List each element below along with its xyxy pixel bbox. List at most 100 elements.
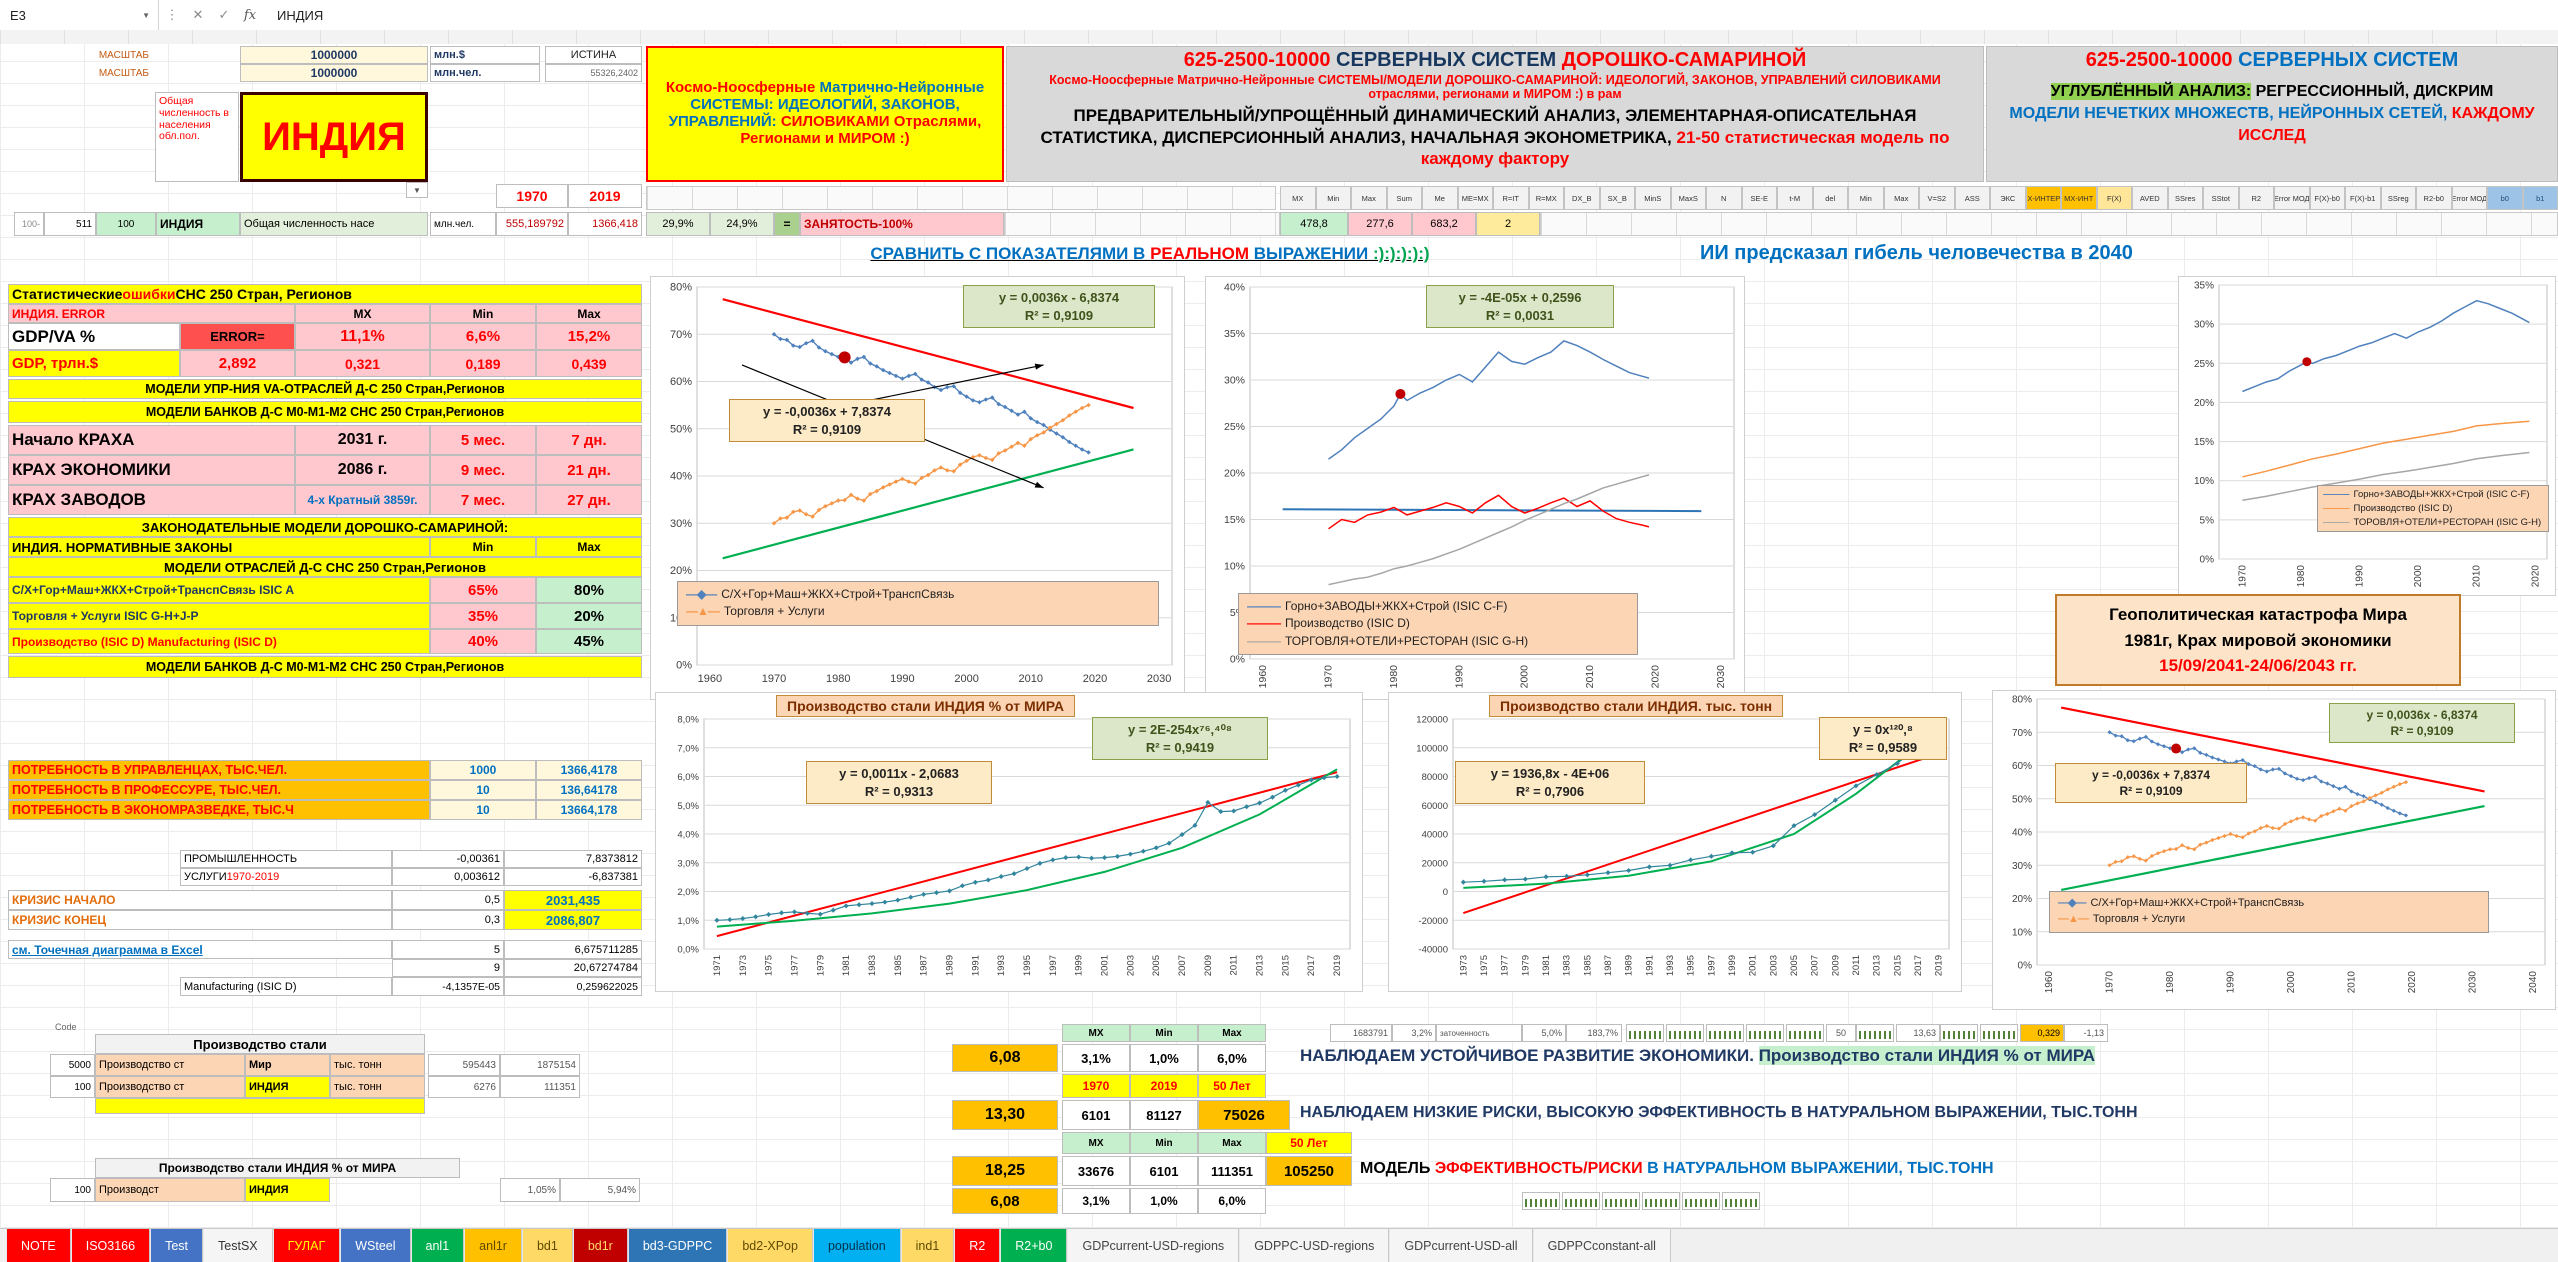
sheet-tab-GDPcurrent-USD-regions[interactable]: GDPcurrent-USD-regions bbox=[1067, 1229, 1240, 1262]
name-box-dropdown-icon[interactable]: ▼ bbox=[142, 10, 150, 20]
models-bank-header-2: МОДЕЛИ БАНКОВ Д-С M0-M1-M2 СНС 250 Стран… bbox=[8, 656, 642, 678]
chart-steel-tons-title: Производство стали ИНДИЯ. тыс. тонн bbox=[1489, 695, 1784, 717]
isic-gh-min: 35% bbox=[430, 603, 536, 629]
svg-text:2005: 2005 bbox=[1151, 955, 1162, 976]
svg-text:2030: 2030 bbox=[1147, 673, 1171, 685]
norm-max: Max bbox=[536, 537, 642, 557]
name-box[interactable]: E3 ▼ bbox=[0, 0, 159, 30]
steel-pct-v1: 1,05% bbox=[500, 1178, 560, 1202]
scale-value-1[interactable]: 1000000 bbox=[240, 46, 428, 64]
chart-isic-shares: 0%5%10%15%20%25%30%35%40%196019701980199… bbox=[1205, 276, 1745, 700]
sheet-tab-anl1[interactable]: anl1 bbox=[410, 1229, 465, 1262]
column-headers[interactable] bbox=[0, 30, 2558, 45]
svg-text:2017: 2017 bbox=[1913, 955, 1924, 976]
spreadsheet-grid[interactable]: МАСШТАБ 1000000 млн.$ ИСТИНА МАСШТАБ 100… bbox=[0, 44, 2558, 1228]
legend-item: —▲— Торговля + Услуги bbox=[2058, 912, 2480, 928]
steel-world-name: Производство ст bbox=[95, 1054, 245, 1076]
sheet-tab-bd3-GDPPC[interactable]: bd3-GDPPC bbox=[627, 1229, 728, 1262]
sparkline bbox=[1562, 1192, 1600, 1210]
svg-text:1980: 1980 bbox=[826, 673, 850, 685]
sheet-tab-GDPPCconstant-all[interactable]: GDPPCconstant-all bbox=[1532, 1229, 1671, 1262]
isic-d-min: 40% bbox=[430, 629, 536, 654]
chart-legend: —◆— С/Х+Гор+Маш+ЖКХ+Строй+ТранспСвязь —▲— Т… bbox=[677, 581, 1159, 626]
isic-d-label: Производство (ISIC D) Manufacturing (ISI… bbox=[8, 629, 430, 654]
steel-table-title: Производство стали bbox=[95, 1034, 425, 1054]
gdp-error-max: 15,2% bbox=[536, 323, 642, 350]
svg-text:1991: 1991 bbox=[970, 955, 981, 976]
svg-text:1975: 1975 bbox=[764, 955, 775, 976]
svg-text:1979: 1979 bbox=[1520, 955, 1531, 976]
gdp-error-mx: 11,1% bbox=[295, 323, 430, 350]
sparkline bbox=[1706, 1024, 1744, 1042]
sheet-tab-bd2-XPop[interactable]: bd2-XPop bbox=[727, 1229, 813, 1262]
sheet-tab-bd1[interactable]: bd1 bbox=[521, 1229, 573, 1262]
svg-text:1981: 1981 bbox=[1541, 955, 1552, 976]
svg-text:0%: 0% bbox=[2200, 555, 2215, 566]
svg-text:2009: 2009 bbox=[1203, 955, 1214, 976]
svg-text:1990: 1990 bbox=[2226, 971, 2237, 994]
country-cell[interactable]: ИНДИЯ bbox=[240, 92, 428, 182]
svg-text:1960: 1960 bbox=[1257, 665, 1269, 689]
cell-reference: E3 bbox=[10, 7, 26, 23]
svg-text:1970: 1970 bbox=[2105, 971, 2116, 994]
sheet-tab-ISO3166[interactable]: ISO3166 bbox=[70, 1229, 151, 1262]
stat-header-Error МОД: Error МОД bbox=[2451, 186, 2487, 210]
insert-function-icon[interactable]: fx bbox=[243, 7, 257, 23]
sheet-tab-WSteel[interactable]: WSteel bbox=[340, 1229, 411, 1262]
chart-isic-shares-right-plot: 0% 5% 10% 15% 20% 25% 30% 35% 1970 1980 1990 2000 20… bbox=[2194, 281, 2548, 587]
svg-text:1,0%: 1,0% bbox=[677, 916, 699, 927]
summary-r5-d: 105250 bbox=[1266, 1156, 1352, 1186]
sheet-tab-GDPPC-USD-regions[interactable]: GDPPC-USD-regions bbox=[1239, 1229, 1390, 1262]
sheet-tab-NOTE[interactable]: NOTE bbox=[6, 1229, 71, 1262]
extra-c: 20,67274784 bbox=[504, 959, 642, 977]
sparkline bbox=[1682, 1192, 1720, 1210]
sheet-tab-population[interactable]: population bbox=[812, 1229, 901, 1262]
svg-text:100000: 100000 bbox=[1416, 743, 1448, 754]
scatter-c: 6,675711285 bbox=[504, 940, 642, 959]
steel-world-unit: тыс. тонн bbox=[330, 1054, 425, 1076]
services-coef-label: УСЛУГИ 1970-2019 bbox=[180, 868, 392, 886]
more-options-icon[interactable]: ⋮ bbox=[165, 7, 179, 22]
formula-input[interactable]: ИНДИЯ bbox=[277, 7, 324, 23]
svg-text:1985: 1985 bbox=[1582, 955, 1593, 976]
summary-r4-max: Max bbox=[1198, 1132, 1266, 1154]
sheet-tab-bd1r[interactable]: bd1r bbox=[572, 1229, 628, 1262]
servers-title-numbers: 625-2500-10000 bbox=[1183, 49, 1337, 71]
svg-text:15%: 15% bbox=[1224, 514, 1245, 526]
scatter-link[interactable]: см. Точечная диаграмма в Excel bbox=[8, 940, 392, 959]
svg-text:1980: 1980 bbox=[1388, 665, 1400, 689]
factories-crash-year: 4-х Кратный 3859г. bbox=[295, 485, 430, 515]
row-value-1970: 555,189792 bbox=[496, 212, 568, 236]
row-filler-strip-2 bbox=[1540, 212, 2558, 236]
sheet-tabs[interactable]: NOTE ISO3166 Test TestSX ГУЛАГ WSteel anl1 anl1… bbox=[0, 1228, 2558, 1262]
gdp-value: 2,892 bbox=[180, 350, 295, 377]
servers2-title-systems: СЕРВЕРНЫХ СИСТЕМ bbox=[2238, 49, 2459, 71]
sheet-tab-R2[interactable]: R2 bbox=[954, 1229, 1001, 1262]
sparkline bbox=[1856, 1024, 1894, 1042]
summary-tiny-4: 5,0% bbox=[1522, 1024, 1566, 1042]
sheet-tab-anl1r[interactable]: anl1r bbox=[464, 1229, 522, 1262]
scale-value-2[interactable]: 1000000 bbox=[240, 64, 428, 82]
svg-text:1990: 1990 bbox=[890, 673, 914, 685]
scale-unit-1: млн.$ bbox=[430, 46, 540, 64]
sheet-tab-Test[interactable]: Test bbox=[150, 1229, 204, 1262]
sheet-tab-ind1[interactable]: ind1 bbox=[900, 1229, 955, 1262]
stat-header-Sum: Sum bbox=[1386, 186, 1422, 210]
sheet-tab-R2+b0[interactable]: R2+b0 bbox=[1000, 1229, 1068, 1262]
svg-text:50%: 50% bbox=[670, 423, 692, 435]
factories-crash-months: 7 мес. bbox=[430, 485, 536, 515]
sheet-tab-ГУЛАГ[interactable]: ГУЛАГ bbox=[272, 1229, 341, 1262]
svg-text:2007: 2007 bbox=[1810, 955, 1821, 976]
need-professors-base: 10 bbox=[430, 780, 536, 800]
ai-prediction-note: ИИ предсказал гибель человечества в 2040 bbox=[1700, 242, 2133, 264]
sheet-tab-TestSX[interactable]: TestSX bbox=[203, 1229, 273, 1262]
svg-text:40%: 40% bbox=[2012, 828, 2032, 839]
svg-text:30%: 30% bbox=[1224, 375, 1245, 387]
summary-r1-mx: 3,1% bbox=[1062, 1044, 1130, 1072]
country-filter-dropdown-icon[interactable]: ▼ bbox=[406, 182, 428, 198]
svg-text:120000: 120000 bbox=[1416, 715, 1448, 726]
sheet-tab-GDPcurrent-USD-all[interactable]: GDPcurrent-USD-all bbox=[1389, 1229, 1533, 1262]
enter-icon[interactable]: ✓ bbox=[218, 7, 230, 22]
cancel-icon[interactable]: ✕ bbox=[192, 7, 204, 22]
